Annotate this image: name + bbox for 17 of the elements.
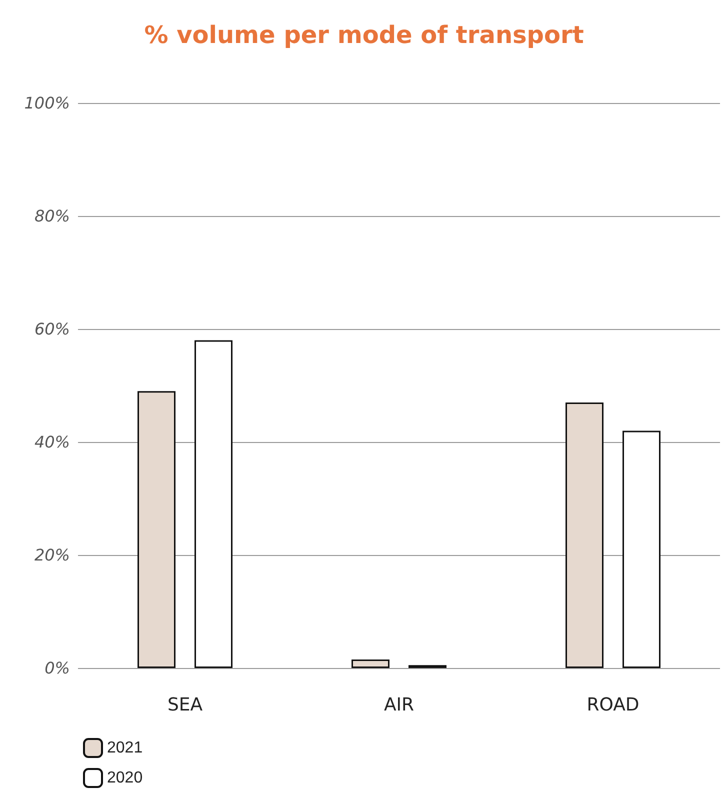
legend-label: 2020 [107,770,143,786]
bar [352,660,390,668]
y-tick-label: 0% [44,658,70,678]
bar [566,402,604,668]
y-tick-label: 20% [34,546,70,564]
legend-label: 2021 [107,740,143,756]
x-tick-label: SEA [167,694,204,716]
x-tick-label: ROAD [586,694,640,716]
chart-title: % volume per mode of transport [144,21,584,49]
y-tick-label: 40% [34,432,70,452]
bar [622,430,660,668]
bar [138,391,176,668]
x-tick-label: AIR [384,694,414,716]
y-tick-label: 80% [34,206,70,226]
y-tick-label: 60% [34,320,70,338]
y-tick-label: 100% [24,94,70,112]
bar [194,340,232,668]
